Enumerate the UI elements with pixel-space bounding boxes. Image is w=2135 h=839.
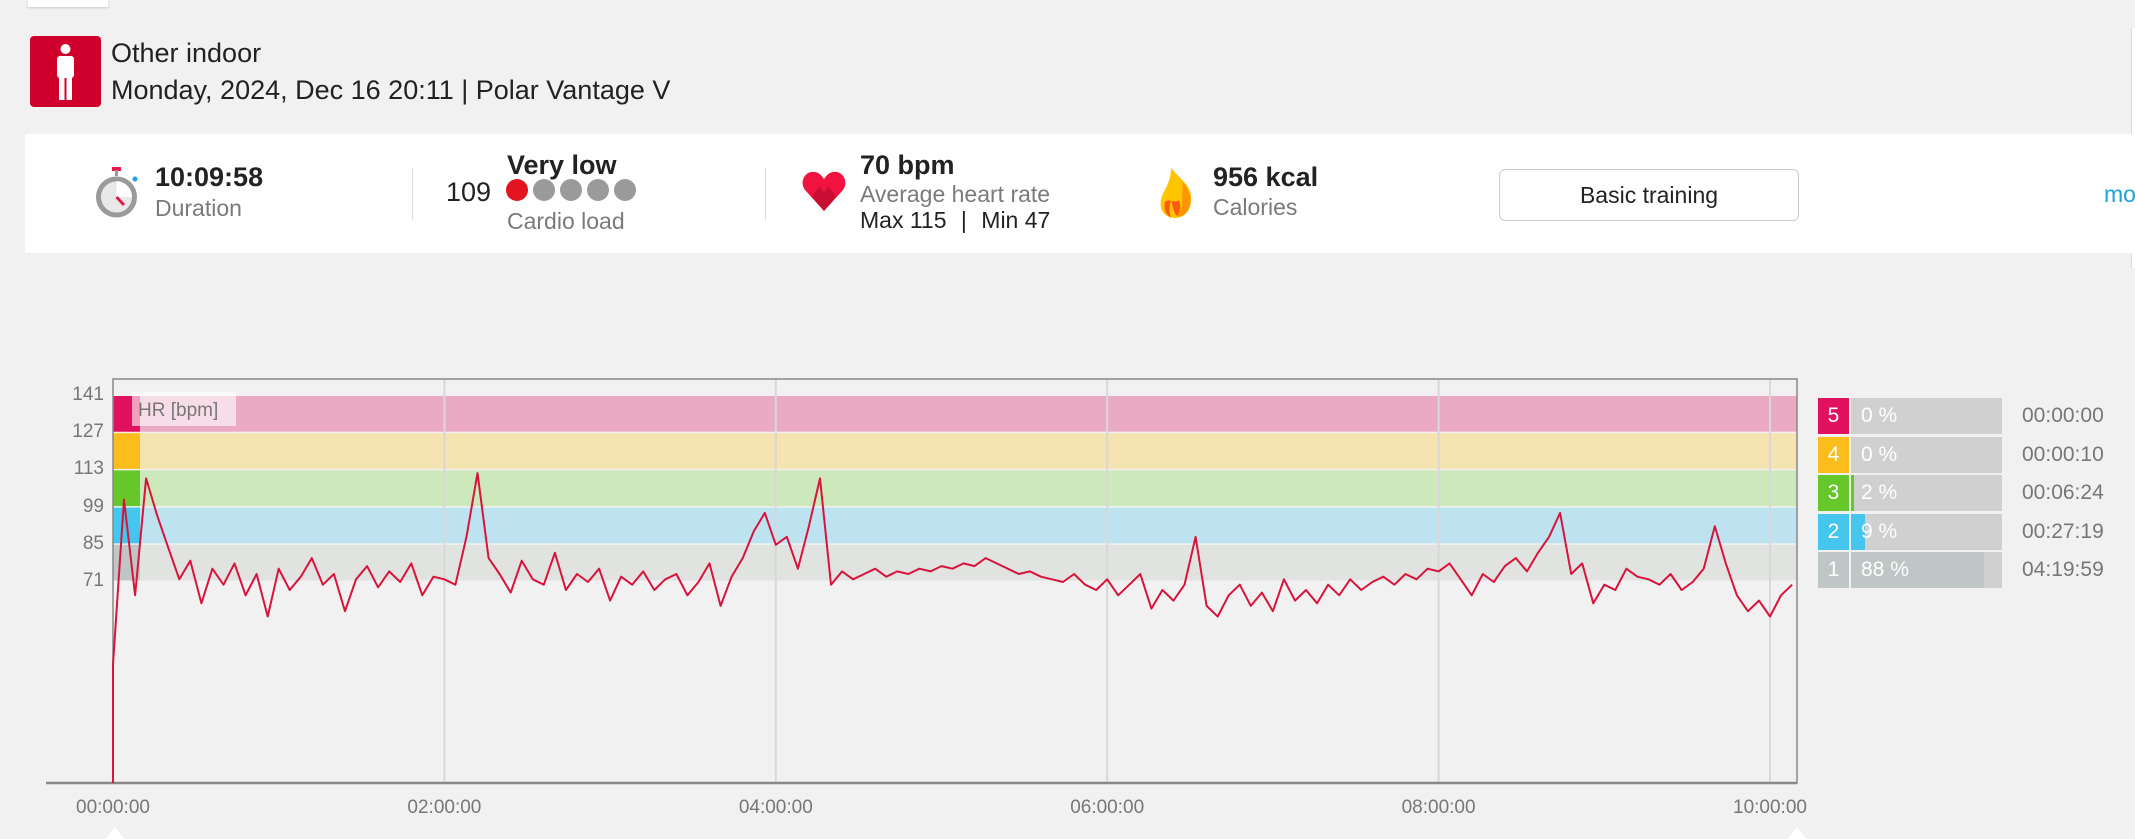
cardio-load-dots [506, 179, 641, 201]
duration-value: 10:09:58 [155, 162, 264, 192]
y-tick-label: 85 [82, 532, 104, 554]
zone-time: 00:06:24 [2022, 481, 2104, 504]
zone-band-5 [113, 396, 1797, 432]
zone-fill [1851, 513, 1865, 550]
x-tick-label: 10:00:00 [1733, 797, 1807, 818]
zone-band-1 [113, 544, 1797, 581]
divider [765, 168, 766, 220]
session-subtitle: Monday, 2024, Dec 16 20:11 | Polar Vanta… [111, 75, 671, 105]
zone-number: 5 [1818, 398, 1849, 434]
zone-band-3 [113, 470, 1797, 507]
hr-series-line [112, 472, 1793, 783]
stopwatch-icon [95, 167, 141, 224]
zone-strip-3 [113, 470, 140, 507]
zone-strip-4 [113, 433, 140, 469]
legend-box [132, 392, 236, 426]
separator: | [960, 207, 967, 233]
zone-band-4 [113, 433, 1797, 469]
zone-time: 00:00:10 [2022, 442, 2104, 466]
y-tick-label: 71 [82, 570, 104, 591]
zone-percent: 0 % [1861, 404, 1898, 427]
zone-time: 04:19:59 [2022, 558, 2104, 581]
y-tick-label: 141 [72, 384, 104, 405]
zone-number: 2 [1818, 513, 1849, 550]
zone-percent: 0 % [1861, 442, 1898, 466]
person-standing-icon [30, 36, 101, 107]
zone-band-2 [113, 507, 1797, 544]
zone-row-3: 3 2 % [1818, 475, 2002, 511]
cardio-dot [587, 179, 609, 201]
cardio-level: Very low [507, 150, 617, 180]
hr-axis-label: HR [bpm] [138, 400, 218, 421]
range-end-handle[interactable] [1787, 827, 1807, 839]
x-tick-label: 08:00:00 [1401, 797, 1476, 818]
y-tick-label: 99 [82, 495, 104, 517]
zone-row-4: 4 0 % [1818, 436, 2002, 473]
zone-bar: 0 % [1851, 398, 2002, 434]
y-tick-label: 113 [73, 458, 104, 480]
top-tab[interactable] [28, 0, 108, 7]
zone-fill [1851, 552, 1984, 588]
zone-bar: 0 % [1851, 436, 2002, 473]
zone-number: 4 [1818, 436, 1849, 473]
duration-label: Duration [155, 195, 242, 221]
hr-max: Max 115 [860, 207, 947, 233]
training-benefit-button[interactable]: Basic training [1499, 169, 1799, 221]
cardio-dot [560, 179, 582, 201]
x-tick-label: 04:00:00 [738, 797, 813, 818]
cardio-dot [506, 179, 528, 201]
avg-hr-label: Average heart rate [860, 181, 1051, 207]
heart-icon [802, 170, 846, 217]
x-tick-label: 02:00:00 [407, 797, 482, 818]
zone-percent: 2 % [1861, 481, 1898, 504]
zone-row-1: 1 88 % [1818, 552, 2002, 588]
cardio-dot [614, 179, 636, 201]
divider [412, 168, 413, 220]
y-tick-label: 127 [72, 421, 104, 443]
more-link[interactable]: more [2104, 181, 2135, 207]
x-tick-label: 06:00:00 [1070, 797, 1145, 818]
summary-bar [25, 134, 2135, 253]
cardio-load-value: 109 [446, 177, 492, 207]
calories-value: 956 kcal [1213, 162, 1319, 192]
x-tick-label: 00:00:00 [76, 797, 150, 818]
zone-row-2: 2 9 % [1818, 513, 2002, 550]
hr-chart: HR [bpm] [46, 378, 1798, 785]
cardio-load-label: Cardio load [507, 208, 625, 234]
sport-title: Other indoor [111, 38, 262, 68]
zone-time: 00:27:19 [2022, 519, 2104, 543]
zone-percent: 9 % [1861, 519, 1898, 543]
zone-strip-1 [113, 544, 140, 581]
zone-time: 00:00:00 [2022, 404, 2104, 427]
zone-fill [1851, 475, 1855, 511]
calories-label: Calories [1213, 194, 1298, 220]
zone-bar: 88 % [1851, 552, 2002, 588]
zone-bar: 2 % [1851, 475, 2002, 511]
zone-number: 3 [1818, 475, 1849, 511]
zone-percent: 88 % [1861, 558, 1909, 581]
range-start-handle[interactable] [105, 827, 125, 839]
zone-number: 1 [1818, 552, 1849, 588]
cardio-dot [533, 179, 555, 201]
zone-row-5: 5 0 % [1818, 398, 2002, 434]
hr-max-min: Max 115 | Min 47 [860, 207, 1050, 234]
hr-min: Min 47 [981, 207, 1051, 233]
avg-hr-value: 70 bpm [860, 150, 955, 180]
flame-icon [1159, 168, 1195, 223]
zone-bar: 9 % [1851, 513, 2002, 550]
